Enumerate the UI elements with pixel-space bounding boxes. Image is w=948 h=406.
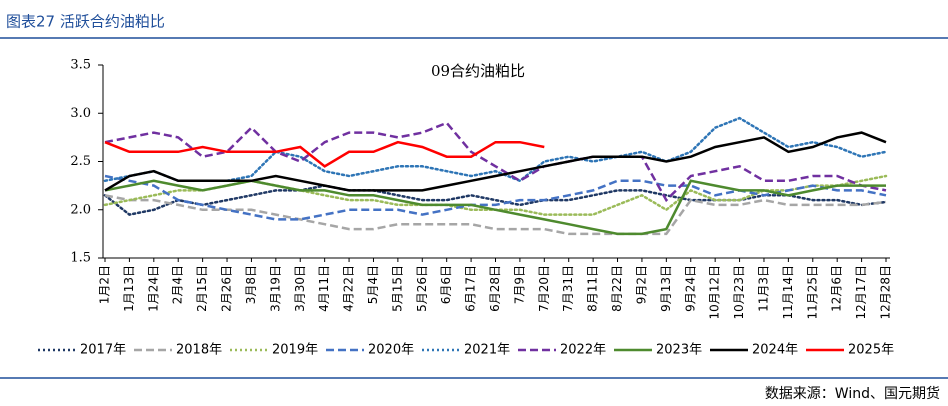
x-tick-label: 12月28日 [879,265,893,320]
x-tick-label: 2月4日 [171,265,185,304]
x-tick-label: 11月3日 [756,265,770,312]
series-line [104,174,887,221]
x-tick-label: 7月20日 [537,265,551,312]
x-tick-label: 1月2日 [98,265,112,304]
x-tick-label: 8月11日 [586,265,600,312]
x-tick-label: 6月28日 [488,265,502,312]
series-line [104,131,887,192]
y-tick-label: 2.5 [70,154,91,169]
x-tick-label: 1月13日 [122,265,136,312]
legend-label: 2024年 [752,343,798,358]
legend-label: 2025年 [848,343,894,358]
x-tick-label: 8月22日 [610,265,624,312]
x-tick-label: 3月8日 [244,265,258,304]
series-line [103,116,888,183]
x-tick-label: 7月31日 [561,265,575,312]
x-tick-label: 5月4日 [366,265,380,304]
y-tick-label: 2.0 [70,202,91,217]
series-line [104,194,887,236]
x-tick-label: 4月11日 [317,265,331,312]
series-line [104,121,887,203]
legend-label: 2018年 [176,343,222,358]
header-title: 图表27 活跃合约油粕比 [6,13,165,31]
legend-label: 2019年 [272,343,318,358]
x-tick-label: 3月19日 [268,265,282,312]
x-tick-label: 9月24日 [683,265,697,312]
x-tick-label: 7月9日 [512,265,526,304]
source: 数据来源：Wind、国元期货 [765,385,940,402]
x-tick-label: 6月6日 [439,265,453,304]
chart-title: 09合约油粕比 [431,62,525,80]
x-tick-label: 6月17日 [464,265,478,312]
x-tick-label: 10月12日 [708,265,722,320]
x-tick-label: 4月22日 [342,265,356,312]
y-tick-label: 3.0 [70,106,91,121]
x-tick-label: 10月23日 [732,265,746,320]
x-tick-label: 2月26日 [220,265,234,312]
x-tick-label: 12月17日 [854,265,868,320]
series-line [104,140,545,168]
x-tick-label: 5月26日 [415,265,429,312]
y-tick-label: 1.5 [70,251,91,266]
legend-label: 2020年 [368,343,414,358]
x-tick-label: 3月30日 [293,265,307,312]
legend-label: 2021年 [464,343,510,358]
legend-label: 2017年 [80,343,126,358]
series-line [104,179,886,236]
x-tick-label: 5月15日 [390,265,404,312]
x-tick-label: 9月13日 [659,265,673,312]
x-tick-label: 1月24日 [146,265,160,312]
legend-label: 2023年 [656,343,702,358]
series-line [103,184,888,216]
x-tick-label: 11月14日 [781,265,795,320]
x-tick-label: 9月2日 [634,265,648,304]
y-tick-label: 3.5 [70,58,91,73]
x-tick-label: 2月15日 [195,265,209,312]
legend-label: 2022年 [560,343,606,358]
x-tick-label: 11月25日 [805,265,819,320]
x-tick-label: 12月6日 [830,265,844,312]
